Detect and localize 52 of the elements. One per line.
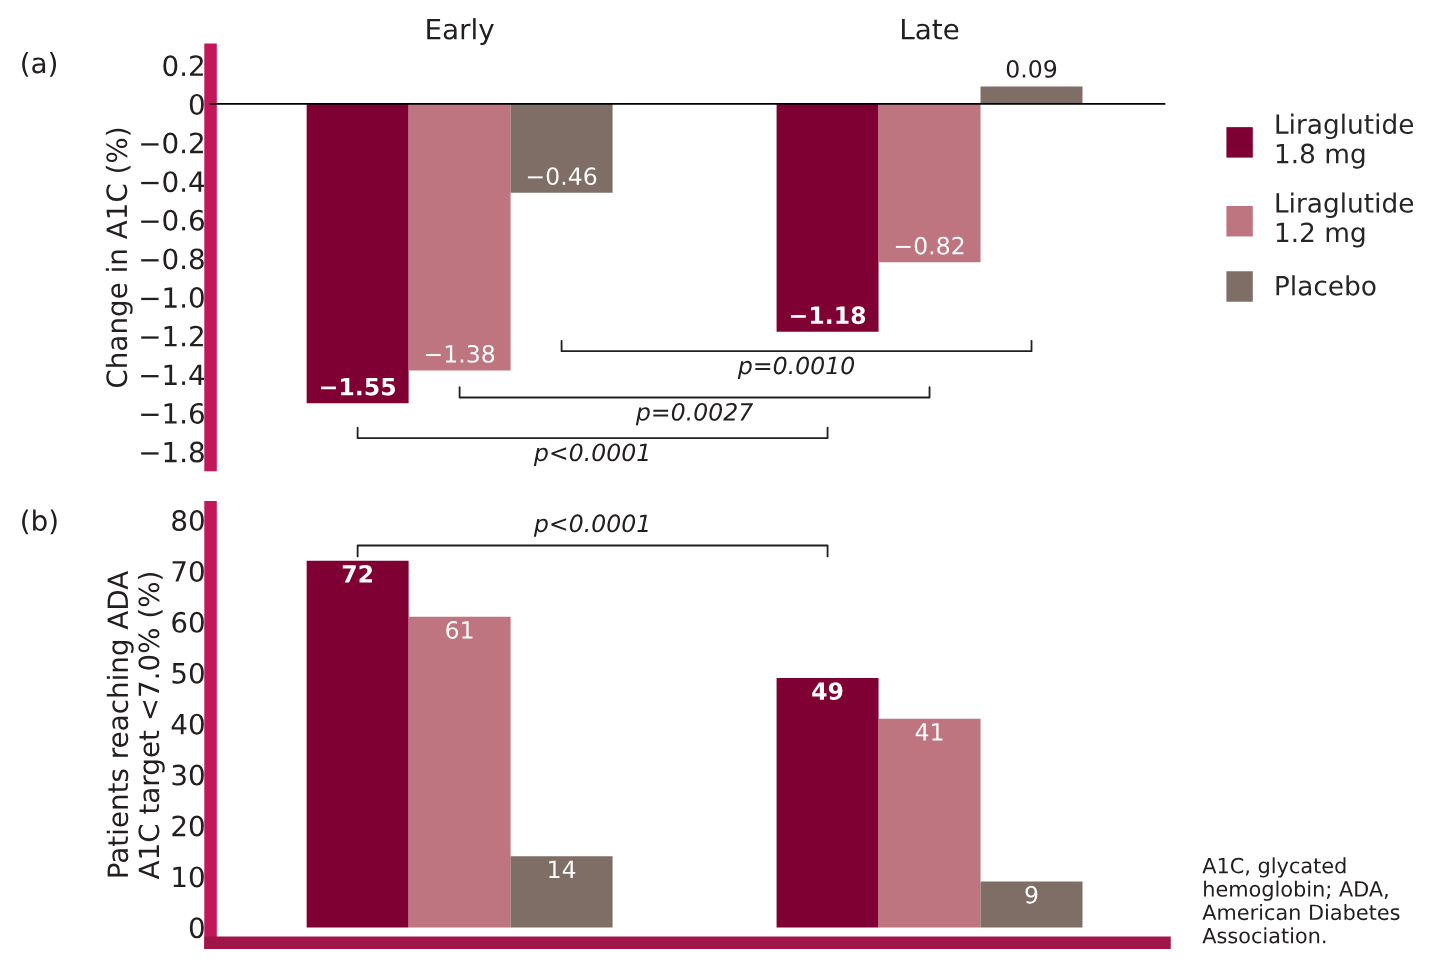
y-tick-label: −1.6	[141, 402, 204, 424]
text: (a)	[22, 51, 57, 77]
legend-label: Placebo	[1276, 275, 1376, 296]
x-tick-label: Early	[427, 18, 494, 46]
y-tick-label: 50	[172, 662, 204, 684]
x-tick-label: Late	[902, 18, 959, 40]
bar	[510, 856, 613, 928]
data-label: 14	[549, 860, 576, 878]
y-tick-label: −1.8	[141, 441, 204, 463]
data-label: −0.46	[527, 167, 597, 186]
data-label: 61	[446, 621, 473, 639]
data-label: −1.18	[791, 306, 866, 325]
data-label: 9	[1025, 885, 1038, 904]
y-tick-label: −0.8	[141, 248, 204, 270]
annotation: p<0.0001	[533, 514, 648, 537]
y-tick-label: 40	[171, 713, 204, 735]
data-label: 72	[342, 565, 373, 583]
annotation: p<0.0001	[533, 443, 648, 466]
data-label: 0.09	[1006, 59, 1057, 78]
bar	[776, 677, 879, 928]
y-tick-label: −1.0	[141, 287, 204, 309]
bar	[878, 718, 981, 928]
text: A1C, glycated hemoglobin; ADA, American Diabetes Association.	[1202, 857, 1400, 944]
y-tick-label: 0	[189, 917, 204, 939]
annotation: p=0.0027	[635, 402, 754, 426]
y-tick-label: 60	[172, 611, 204, 633]
data-label: −1.38	[425, 344, 495, 363]
y-tick-label: 0	[189, 93, 204, 115]
legend-label: Liraglutide 1.2 mg	[1276, 192, 1414, 248]
annotation: p=0.0010	[737, 356, 855, 379]
text: (b)	[22, 509, 57, 535]
bar	[306, 560, 409, 928]
data-label: −0.82	[895, 236, 964, 255]
data-label: −1.55	[321, 378, 395, 396]
y-tick-label: −0.4	[141, 171, 205, 193]
y-tick-label: 20	[172, 815, 204, 837]
y-tick-label: 0.2	[163, 55, 203, 77]
legend-label: Liraglutide 1.8 mg	[1276, 113, 1414, 169]
y-tick-label: 10	[173, 866, 204, 888]
data-label: 49	[812, 682, 843, 700]
y-axis-title: Patients reaching ADA A1C target <7.0% (%)	[106, 570, 165, 880]
y-tick-label: −1.4	[141, 364, 205, 385]
bar	[980, 881, 1083, 928]
y-axis-title: Change in A1C (%)	[105, 128, 133, 388]
data-label: 41	[915, 723, 943, 741]
y-tick-label: 80	[172, 509, 204, 531]
y-tick-label: −0.6	[141, 209, 204, 231]
y-tick-label: −0.2	[141, 132, 203, 154]
y-tick-label: 70	[172, 560, 204, 582]
y-tick-label: −1.2	[141, 325, 203, 347]
bar	[408, 616, 511, 928]
y-tick-label: 30	[172, 764, 204, 786]
